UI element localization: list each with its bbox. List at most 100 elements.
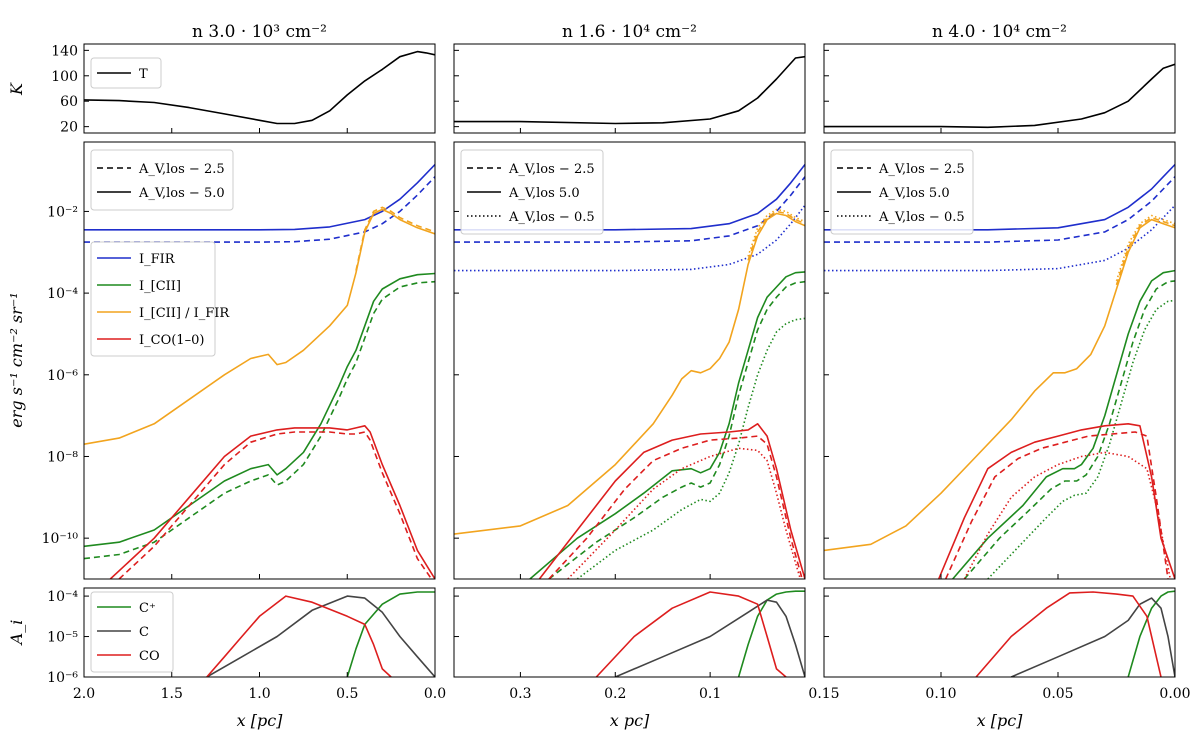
abundance-series-group: [595, 590, 805, 677]
y-tick-label: 10⁻⁴: [47, 589, 78, 605]
x-tick-label: 0.2: [604, 686, 626, 702]
temperature-panel: [453, 43, 806, 134]
series-line: [963, 280, 1175, 579]
legend-label: T: [139, 67, 148, 82]
y-tick-label: 10⁻⁸: [47, 449, 78, 465]
y-tick-label: 60: [60, 94, 78, 110]
x-tick-label: 1.5: [161, 686, 183, 702]
series-line: [206, 595, 435, 677]
x-tick-label: 1.0: [248, 686, 270, 702]
series-line: [84, 208, 435, 445]
series-line: [824, 176, 1175, 243]
intensity-frame: [823, 141, 1176, 580]
legend-label: A_V,los − 0.5: [508, 210, 595, 225]
series-line: [118, 431, 433, 579]
series-line: [576, 317, 805, 579]
series-line: [206, 595, 392, 677]
temperature-series-group: [84, 50, 435, 125]
series-line: [355, 206, 435, 271]
series-line: [529, 271, 805, 579]
y-tick-label: 140: [51, 43, 78, 59]
y-axis-label-intensity: erg s⁻¹ cm⁻² sr⁻¹: [7, 292, 26, 427]
legend-label: A_V,los − 2.5: [138, 162, 225, 177]
legend-label: A_V,los − 2.5: [508, 162, 595, 177]
series-line: [84, 50, 435, 125]
intensity-panel: [453, 141, 806, 580]
intensity-panel: 10⁻¹⁰ 10⁻⁸ 10⁻⁶ 10⁻⁴ 10⁻²: [42, 141, 436, 580]
x-axis-label: x [pc]: [977, 711, 1024, 730]
abundance-panel: 10⁻⁶ 10⁻⁵ 10⁻⁴: [47, 587, 436, 686]
series-line: [84, 176, 435, 243]
series-line: [84, 280, 435, 560]
series-line: [346, 591, 435, 677]
series-line: [595, 591, 787, 677]
series-line: [548, 280, 805, 579]
series-line: [454, 55, 805, 125]
series-line: [454, 212, 805, 535]
series-line: [963, 451, 1172, 579]
y-tick-label: 20: [60, 120, 78, 136]
x-tick-label: 0.05: [1042, 686, 1073, 702]
temperature-frame: [453, 43, 806, 134]
series-line: [824, 218, 1175, 552]
temperature-series-group: [824, 63, 1175, 129]
y-tick-label: 10⁻⁶: [47, 368, 78, 384]
abundance-series-group: [206, 591, 435, 677]
y-tick-label: 10⁻⁴: [47, 286, 78, 302]
series-line: [548, 435, 803, 579]
legend-label: I_[CII] / I_FIR: [139, 306, 230, 321]
legend-label: I_[CII]: [139, 279, 181, 294]
series-line: [944, 431, 1169, 579]
y-tick-label: 10⁻⁶: [47, 670, 78, 686]
legend-label: C⁺: [139, 601, 156, 616]
legend-label: I_FIR: [139, 252, 176, 267]
column-title: n 1.6 · 10⁴ cm⁻²: [562, 22, 697, 42]
x-tick-label: 0.00: [1159, 686, 1190, 702]
panel-column-2: n 1.6 · 10⁴ cm⁻² 0.3 0.2 0.1 x pc]: [453, 22, 806, 730]
y-axis-label-abundance: A_i: [7, 620, 26, 647]
panel-column-3: n 4.0 · 10⁴ cm⁻² 0.15 0.10 0.05 0.00 x [pc]: [808, 22, 1190, 730]
legend-species: [90, 241, 216, 357]
series-line: [824, 163, 1175, 231]
series-line: [454, 164, 805, 231]
series-line: [84, 272, 435, 548]
abundance-panel: [453, 587, 806, 678]
column-title: n 3.0 · 10³ cm⁻²: [192, 22, 327, 42]
series-line: [454, 176, 805, 243]
intensity-series-group: [454, 164, 805, 579]
y-tick-label: 10⁻¹⁰: [42, 531, 79, 547]
series-line: [937, 422, 1175, 579]
x-tick-label: 0.15: [808, 686, 839, 702]
legend-label: A_V,los 5.0: [878, 186, 950, 201]
intensity-panel: [823, 141, 1176, 580]
column-title: n 4.0 · 10⁴ cm⁻²: [932, 22, 1067, 42]
series-line: [1010, 597, 1175, 677]
temperature-frame: [823, 43, 1176, 134]
abundance-frame: [823, 587, 1176, 678]
temperature-panel: [823, 43, 1176, 134]
series-line: [614, 599, 805, 677]
legend-label: A_V,los − 5.0: [138, 186, 225, 201]
x-axis-label: x [pc]: [237, 711, 284, 730]
temperature-panel: 20 60 100 140: [51, 43, 436, 136]
series-line: [737, 590, 805, 677]
y-tick-label: 10⁻²: [47, 204, 78, 220]
x-axis-label: x pc]: [610, 711, 650, 730]
intensity-series-group: [84, 163, 435, 579]
x-tick-label: 0.0: [424, 686, 446, 702]
intensity-frame: [453, 141, 806, 580]
series-line: [747, 208, 805, 257]
legend-label: A_V,los − 0.5: [878, 210, 965, 225]
legend-los-3: [830, 149, 974, 235]
x-tick-label: 2.0: [73, 686, 95, 702]
legend-los-1: [90, 149, 234, 211]
series-line: [567, 447, 802, 579]
legend-label: A_V,los 5.0: [508, 186, 580, 201]
series-line: [1115, 216, 1175, 286]
abundance-frame: [453, 587, 806, 678]
series-line: [84, 163, 435, 231]
series-line: [538, 422, 805, 579]
legend-label: CO: [139, 649, 160, 664]
y-tick-label: 10⁻⁵: [47, 630, 78, 646]
